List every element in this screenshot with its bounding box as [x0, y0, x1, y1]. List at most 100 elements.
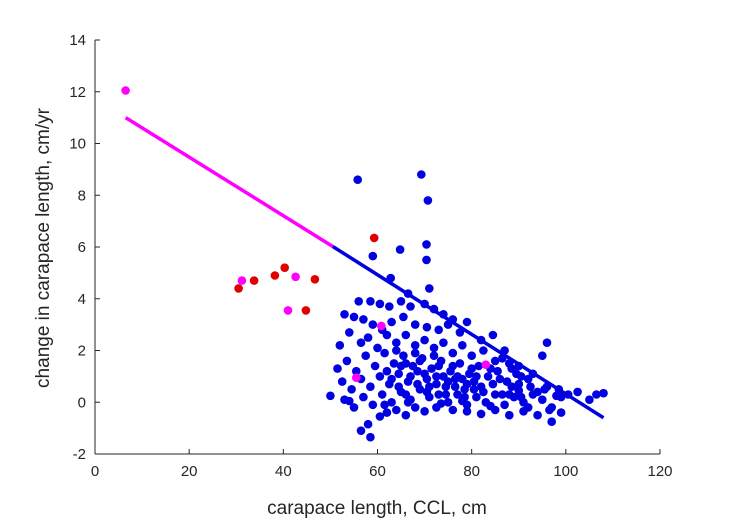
data-point	[406, 372, 415, 381]
data-point	[370, 361, 380, 371]
data-point	[356, 426, 366, 436]
data-point	[462, 317, 472, 327]
y-tick-label: 10	[69, 136, 86, 153]
data-point	[460, 392, 469, 402]
data-point	[375, 412, 385, 421]
data-point	[382, 366, 392, 376]
data-point	[385, 302, 394, 311]
data-point	[382, 330, 392, 340]
data-point	[395, 245, 405, 254]
data-point	[526, 382, 535, 392]
fit-line-segment	[124, 116, 334, 248]
x-tick-label: 120	[647, 463, 672, 480]
data-point	[481, 360, 491, 370]
data-point	[340, 310, 349, 319]
data-point	[493, 366, 502, 376]
data-point	[458, 341, 467, 350]
data-point	[429, 351, 439, 361]
data-point	[443, 398, 453, 407]
data-point	[483, 372, 493, 381]
x-tick-label: 40	[275, 463, 292, 480]
data-point	[413, 379, 422, 389]
data-point	[326, 391, 335, 401]
data-point	[422, 387, 432, 397]
data-point	[392, 338, 401, 348]
data-point	[448, 361, 458, 371]
data-point	[455, 359, 465, 368]
data-point	[375, 299, 385, 309]
data-point	[352, 366, 361, 376]
data-point	[436, 399, 446, 408]
data-point	[476, 409, 486, 419]
data-point	[283, 306, 293, 315]
data-point	[434, 390, 444, 399]
data-point	[401, 330, 411, 340]
data-point	[387, 398, 396, 407]
data-point	[427, 364, 436, 373]
data-point	[523, 374, 533, 384]
data-point	[538, 395, 547, 405]
data-point	[417, 170, 426, 179]
y-tick-label: 4	[78, 291, 86, 308]
fit-line-segment	[331, 245, 605, 420]
data-point	[345, 328, 354, 337]
data-point	[121, 86, 130, 95]
y-tick-label: 12	[69, 84, 86, 101]
data-point	[533, 387, 542, 397]
data-point	[359, 392, 368, 402]
data-point	[592, 390, 601, 399]
data-point	[434, 361, 444, 371]
data-point	[453, 390, 462, 399]
data-point	[387, 317, 396, 327]
data-point	[439, 338, 448, 348]
data-point	[439, 372, 448, 381]
data-point	[410, 320, 420, 329]
data-point	[366, 432, 375, 442]
y-tick-label: 8	[78, 187, 86, 204]
data-point	[420, 335, 429, 345]
data-point	[545, 405, 554, 415]
data-point	[237, 276, 247, 285]
data-point	[523, 403, 533, 412]
x-tick-label: 0	[91, 463, 99, 480]
data-point	[434, 325, 444, 335]
data-point	[368, 251, 378, 261]
chart-axes: 0 20 40 60 80 100 120 -2 0 2 4 6 8 10 12 14	[69, 32, 672, 480]
data-point	[291, 272, 300, 282]
data-point	[352, 373, 361, 383]
data-point	[354, 297, 364, 306]
data-point	[533, 410, 542, 420]
data-point	[488, 379, 498, 389]
data-point	[505, 390, 514, 399]
data-point	[415, 356, 425, 366]
data-point	[349, 403, 359, 412]
data-point	[423, 196, 433, 205]
data-point	[335, 341, 345, 350]
data-point	[410, 403, 420, 412]
data-point	[380, 348, 389, 358]
data-point	[377, 321, 386, 331]
data-point	[333, 364, 342, 373]
data-point	[389, 359, 399, 368]
y-tick-label: 2	[78, 343, 86, 360]
data-point	[373, 343, 382, 353]
data-point	[353, 175, 363, 184]
data-point	[599, 388, 608, 398]
data-point	[413, 366, 422, 376]
data-point	[396, 297, 406, 306]
data-point	[552, 391, 561, 401]
data-point	[361, 351, 371, 361]
data-point	[401, 359, 411, 368]
data-point	[377, 390, 387, 399]
data-point	[301, 306, 311, 315]
data-point	[356, 338, 366, 348]
data-point	[556, 408, 566, 417]
data-point	[363, 419, 373, 429]
x-tick-label: 60	[369, 463, 386, 480]
data-point	[410, 341, 420, 350]
data-point	[359, 315, 368, 324]
data-point	[490, 356, 500, 366]
data-point	[394, 369, 404, 379]
data-point	[420, 407, 429, 416]
data-point	[392, 346, 401, 355]
